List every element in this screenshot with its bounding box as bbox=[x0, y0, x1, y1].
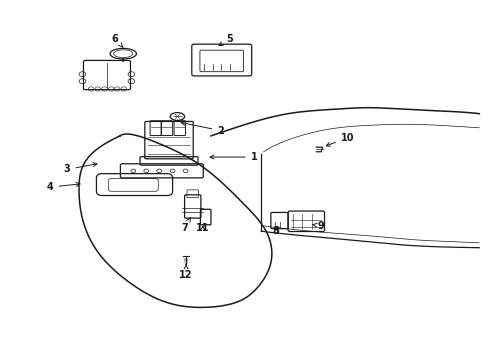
Text: 9: 9 bbox=[312, 221, 324, 231]
Text: 2: 2 bbox=[181, 121, 224, 136]
Text: 10: 10 bbox=[325, 133, 354, 146]
Text: 5: 5 bbox=[219, 34, 233, 46]
Text: 7: 7 bbox=[181, 217, 190, 233]
Text: 12: 12 bbox=[179, 265, 192, 280]
Text: 3: 3 bbox=[63, 163, 97, 174]
Text: 11: 11 bbox=[196, 223, 209, 233]
Text: 4: 4 bbox=[47, 182, 80, 192]
Text: 8: 8 bbox=[272, 226, 279, 236]
Text: 1: 1 bbox=[209, 152, 257, 162]
Text: 6: 6 bbox=[111, 34, 123, 48]
